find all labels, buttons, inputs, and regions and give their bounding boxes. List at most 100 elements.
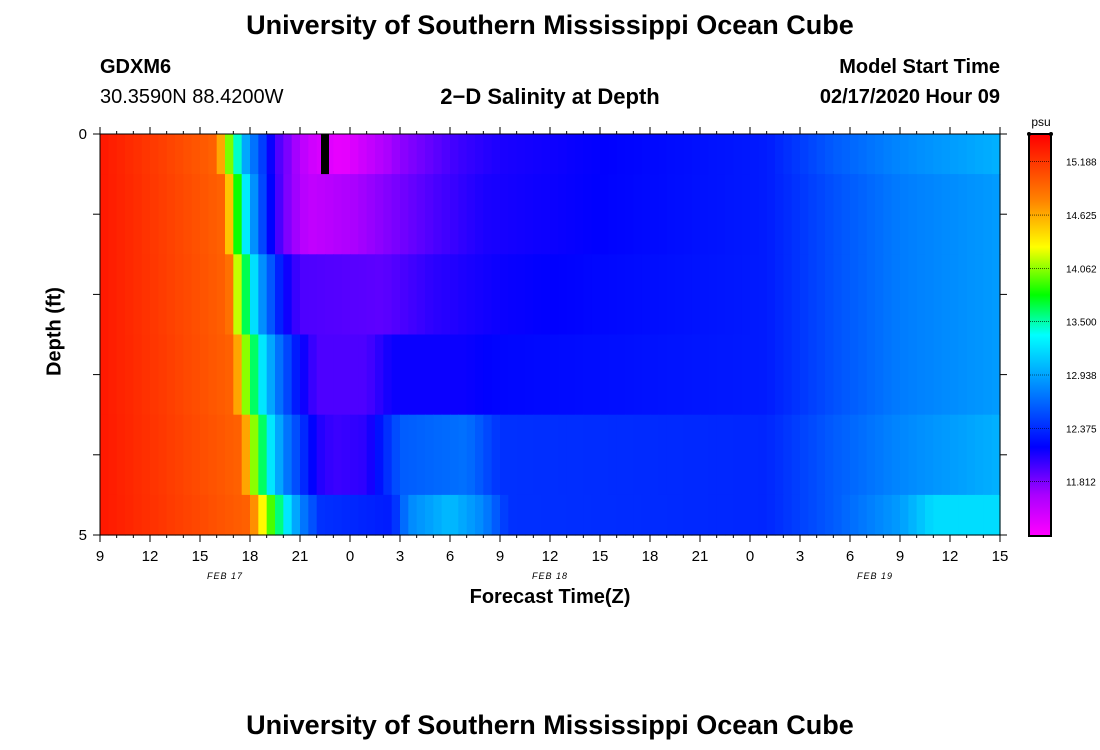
heatmap-cell — [766, 174, 776, 255]
heatmap-cell — [775, 494, 784, 536]
heatmap-cell — [350, 494, 359, 536]
heatmap-cell — [658, 494, 668, 536]
heatmap-cell — [800, 174, 809, 255]
heatmap-cell — [875, 414, 884, 496]
heatmap-cell — [283, 414, 293, 496]
heatmap-cell — [816, 254, 826, 336]
heatmap-cell — [541, 134, 551, 175]
heatmap-cell — [325, 494, 334, 536]
heatmap-cell — [900, 134, 909, 175]
heatmap-cell — [116, 494, 126, 536]
heatmap-cell — [425, 174, 434, 255]
heatmap-cell — [966, 494, 976, 536]
heatmap-cell — [733, 174, 743, 255]
date-label: FEB 18 — [532, 571, 568, 581]
heatmap-cell — [925, 334, 934, 416]
heatmap-cell — [983, 174, 993, 255]
heatmap-cell — [216, 494, 226, 536]
heatmap-cell — [441, 414, 451, 496]
heatmap-cell — [316, 174, 326, 255]
heatmap-cell — [325, 174, 334, 255]
heatmap-cell — [633, 134, 643, 175]
heatmap-cell — [316, 414, 326, 496]
heatmap-cell — [866, 414, 876, 496]
heatmap-cell — [416, 494, 426, 536]
heatmap-cell — [733, 494, 743, 536]
heatmap-cell — [858, 174, 868, 255]
heatmap-cell — [825, 134, 834, 175]
heatmap-cell — [400, 134, 409, 175]
time-marker — [321, 134, 329, 175]
heatmap-cell — [941, 334, 951, 416]
heatmap-cell — [616, 414, 626, 496]
heatmap-cell — [733, 414, 743, 496]
heatmap-cell — [933, 494, 943, 536]
heatmap-cell — [800, 414, 809, 496]
heatmap-cell — [116, 414, 126, 496]
heatmap-cell — [650, 254, 659, 336]
heatmap-cell — [691, 414, 701, 496]
heatmap-cell — [258, 134, 268, 175]
heatmap-cell — [158, 134, 168, 175]
colorbar-tick-label: 12.938 — [1066, 371, 1097, 382]
heatmap-cell — [975, 174, 984, 255]
heatmap-cell — [783, 334, 793, 416]
heatmap-cell — [216, 334, 226, 416]
heatmap-cell — [416, 174, 426, 255]
heatmap-cell — [275, 494, 284, 536]
heatmap-cell — [883, 494, 893, 536]
heatmap-cell — [141, 494, 151, 536]
heatmap-cell — [225, 254, 234, 336]
heatmap-cell — [608, 134, 618, 175]
heatmap-cell — [625, 414, 634, 496]
heatmap-cell — [291, 254, 301, 336]
heatmap-cell — [191, 334, 201, 416]
heatmap-cell — [783, 174, 793, 255]
heatmap-cell — [866, 134, 876, 175]
heatmap-cell — [933, 174, 943, 255]
heatmap-cell — [900, 494, 909, 536]
heatmap-cell — [933, 254, 943, 336]
heatmap-cell — [341, 254, 351, 336]
heatmap-cell — [816, 174, 826, 255]
heatmap-cell — [233, 134, 243, 175]
heatmap-cell — [741, 334, 751, 416]
heatmap-cell — [200, 134, 209, 175]
heatmap-cell — [391, 134, 401, 175]
heatmap-cell — [233, 494, 243, 536]
heatmap-cell — [933, 134, 943, 175]
heatmap-cell — [783, 494, 793, 536]
heatmap-cell — [608, 414, 618, 496]
heatmap-cell — [825, 174, 834, 255]
heatmap-cell — [250, 134, 259, 175]
y-axis-tick-labels: 05 — [79, 126, 87, 544]
heatmap-cell — [200, 414, 209, 496]
heatmap-cell — [225, 174, 234, 255]
heatmap-cell — [166, 494, 176, 536]
heatmap-cell — [425, 254, 434, 336]
heatmap-cell — [158, 414, 168, 496]
heatmap-cell — [991, 494, 1001, 536]
heatmap-cell — [241, 174, 251, 255]
heatmap-cell — [200, 174, 209, 255]
heatmap-cell — [683, 334, 693, 416]
heatmap-cell — [400, 334, 409, 416]
heatmap-cell — [333, 414, 343, 496]
heatmap-cell — [783, 254, 793, 336]
heatmap-cell — [733, 334, 743, 416]
heatmap-cell — [725, 134, 734, 175]
heatmap-cell — [958, 134, 968, 175]
heatmap-cell — [425, 134, 434, 175]
heatmap-cell — [341, 494, 351, 536]
heatmap-cell — [250, 254, 259, 336]
heatmap-cell — [208, 414, 218, 496]
heatmap-cell — [266, 254, 276, 336]
heatmap-cell — [950, 494, 959, 536]
heatmap-cell — [366, 254, 376, 336]
heatmap-cell — [466, 254, 476, 336]
heatmap-cell — [100, 254, 109, 336]
heatmap-cell — [966, 334, 976, 416]
heatmap-cell — [508, 334, 518, 416]
heatmap-cell — [541, 414, 551, 496]
heatmap-cell — [191, 254, 201, 336]
